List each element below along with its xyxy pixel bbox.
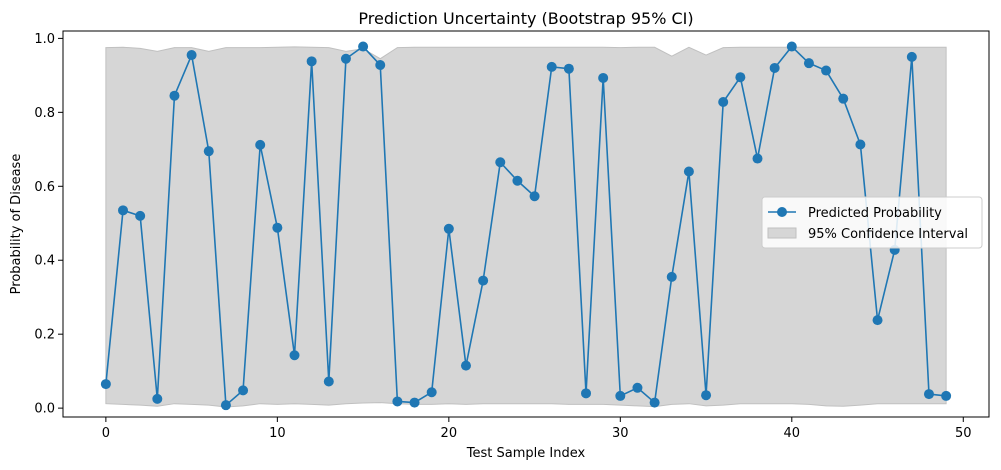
prediction-point — [443, 223, 454, 234]
prediction-point — [803, 58, 814, 69]
y-tick-label: 0.8 — [34, 106, 55, 121]
prediction-point — [546, 61, 557, 72]
x-tick-label: 20 — [441, 426, 458, 441]
prediction-point — [186, 50, 197, 61]
prediction-point — [392, 396, 403, 407]
prediction-point — [152, 393, 163, 404]
prediction-point — [941, 390, 952, 401]
chart-title: Prediction Uncertainty (Bootstrap 95% CI… — [358, 9, 693, 28]
prediction-point — [855, 139, 866, 150]
x-tick-label: 50 — [955, 426, 972, 441]
x-tick-label: 0 — [102, 426, 110, 441]
legend-marker-swatch — [777, 207, 787, 217]
prediction-point — [632, 382, 643, 393]
prediction-point — [323, 376, 334, 387]
prediction-point — [581, 388, 592, 399]
prediction-point — [238, 385, 249, 396]
prediction-point — [752, 153, 763, 164]
prediction-point — [512, 175, 523, 186]
prediction-point — [872, 315, 883, 326]
legend: Predicted Probability 95% Confidence Int… — [761, 196, 983, 249]
y-tick-label: 1.0 — [34, 32, 55, 47]
prediction-point — [118, 205, 129, 216]
prediction-point — [923, 389, 934, 400]
prediction-point — [701, 390, 712, 401]
prediction-point — [289, 350, 300, 361]
y-tick-label: 0.2 — [34, 328, 55, 343]
y-tick-label: 0.4 — [34, 254, 55, 269]
prediction-point — [786, 41, 797, 52]
prediction-point — [358, 41, 369, 52]
prediction-point — [615, 390, 626, 401]
prediction-point — [666, 271, 677, 282]
prediction-point — [529, 191, 540, 202]
y-axis-label: Probability of Disease — [9, 154, 24, 295]
y-tick-label: 0.0 — [34, 402, 55, 417]
prediction-point — [821, 65, 832, 76]
prediction-point — [426, 387, 437, 398]
prediction-point — [409, 397, 420, 408]
legend-band-swatch — [767, 227, 797, 239]
y-axis-ticks: 0.0 0.2 0.4 0.6 0.8 1.0 — [34, 32, 63, 417]
x-tick-label: 40 — [784, 426, 801, 441]
x-axis-ticks: 0 10 20 30 40 50 — [102, 417, 972, 441]
prediction-point — [100, 379, 111, 390]
prediction-point — [375, 60, 386, 71]
prediction-point — [272, 222, 283, 233]
prediction-point — [649, 397, 660, 408]
x-axis-label: Test Sample Index — [466, 446, 586, 461]
prediction-point — [340, 53, 351, 64]
prediction-point — [598, 72, 609, 83]
plot-frame — [62, 30, 990, 418]
prediction-point — [906, 51, 917, 62]
prediction-point — [478, 275, 489, 286]
x-tick-label: 10 — [269, 426, 286, 441]
legend-frame — [761, 196, 983, 249]
prediction-point — [735, 72, 746, 83]
prediction-point — [563, 63, 574, 74]
legend-label-predicted: Predicted Probability — [808, 206, 942, 221]
prediction-point — [306, 56, 317, 67]
prediction-point — [460, 360, 471, 371]
prediction-marker-layer — [100, 41, 952, 411]
prediction-point — [769, 62, 780, 73]
prediction-point — [220, 400, 231, 411]
y-tick-label: 0.6 — [34, 180, 55, 195]
prediction-point — [683, 166, 694, 177]
prediction-point — [135, 210, 146, 221]
x-tick-label: 30 — [612, 426, 629, 441]
prediction-point — [203, 146, 214, 157]
prediction-point — [169, 90, 180, 101]
prediction-point — [255, 139, 266, 150]
prediction-point — [718, 96, 729, 107]
prediction-point — [495, 157, 506, 168]
legend-label-ci: 95% Confidence Interval — [808, 227, 968, 242]
prediction-point — [838, 93, 849, 104]
